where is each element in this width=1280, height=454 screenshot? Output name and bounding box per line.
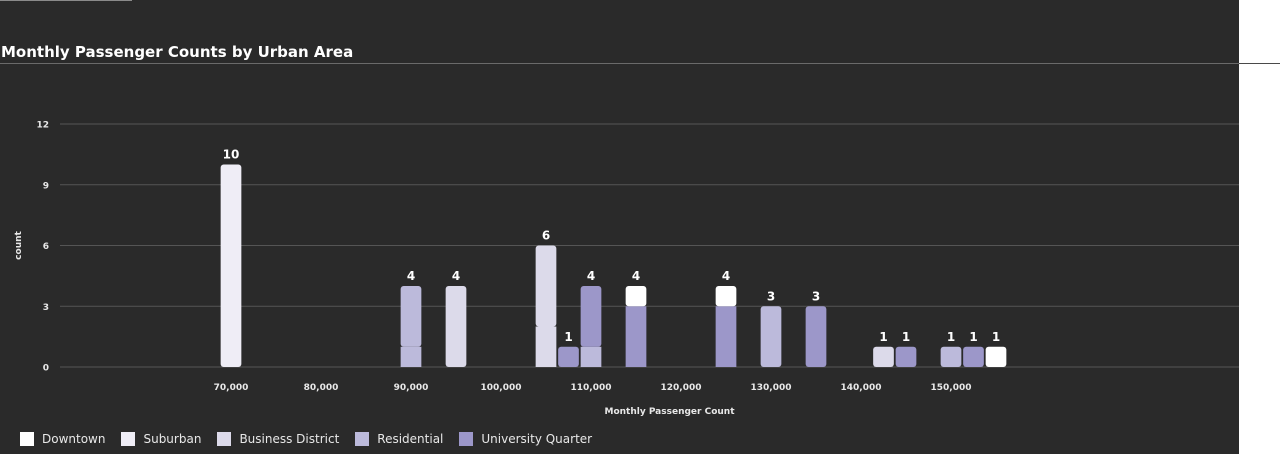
bar-total-label: 3	[767, 289, 775, 303]
y-tick-label: 3	[43, 303, 49, 313]
legend-item[interactable]: Suburban	[121, 432, 201, 446]
bar-total-label: 4	[632, 269, 640, 283]
bar-total-label: 3	[812, 289, 820, 303]
x-tick-label: 110,000	[571, 383, 612, 393]
bar-segment	[580, 286, 602, 347]
bar-segment	[535, 326, 557, 367]
bar-segment	[805, 306, 827, 367]
bar-segment	[445, 286, 467, 367]
x-tick-label: 120,000	[661, 383, 702, 393]
legend-swatch	[20, 432, 34, 446]
bar-total-label: 4	[407, 269, 415, 283]
outer-divider	[1239, 63, 1280, 64]
bar-segment	[558, 346, 579, 367]
bar-segment	[760, 306, 782, 367]
legend-label: Downtown	[42, 432, 106, 446]
y-tick-label: 9	[43, 181, 49, 191]
bar-segment	[895, 346, 917, 367]
bar-segment	[400, 346, 422, 367]
legend-label: Suburban	[143, 432, 202, 446]
y-axis-label: count	[14, 230, 24, 259]
legend-item[interactable]: Residential	[355, 432, 443, 446]
x-tick-label: 100,000	[481, 383, 522, 393]
bar-segment	[940, 346, 962, 367]
bar-total-label: 10	[223, 148, 240, 162]
bar-segment	[220, 164, 242, 367]
legend-label: Business District	[239, 432, 340, 446]
bar-segment	[963, 346, 984, 367]
bar-total-label: 1	[879, 330, 887, 344]
chart-legend: Downtown Suburban Business District Residen…	[20, 430, 592, 448]
bar-total-label: 1	[902, 330, 910, 344]
bar-total-label: 4	[722, 269, 730, 283]
title-divider	[0, 63, 1239, 64]
bar-segment	[715, 286, 737, 307]
y-tick-label: 0	[43, 364, 49, 374]
legend-swatch	[121, 432, 136, 446]
chart-panel	[0, 0, 1239, 454]
x-tick-label: 70,000	[214, 383, 249, 393]
bar-segment	[873, 346, 894, 367]
bar-segment	[400, 286, 422, 347]
x-tick-label: 140,000	[841, 383, 882, 393]
legend-item[interactable]: Downtown	[20, 432, 105, 446]
x-tick-label: 80,000	[304, 383, 339, 393]
bar-total-label: 4	[587, 269, 595, 283]
bar-segment	[625, 306, 647, 367]
x-tick-label: 90,000	[394, 383, 429, 393]
x-tick-label: 150,000	[931, 383, 972, 393]
bar-segment	[715, 306, 737, 367]
legend-label: Residential	[377, 432, 444, 446]
y-tick-label: 6	[43, 242, 49, 252]
bar-segment	[985, 346, 1007, 367]
bar-segment	[625, 286, 647, 307]
legend-item[interactable]: Business District	[217, 432, 339, 446]
bar-total-label: 4	[452, 269, 460, 283]
top-tab-indicator	[0, 0, 132, 1]
legend-item[interactable]: University Quarter	[459, 432, 592, 446]
x-axis-label: Monthly Passenger Count	[604, 407, 735, 417]
bar-total-label: 1	[992, 330, 1000, 344]
y-tick-label: 12	[36, 121, 49, 131]
bar-segment	[535, 245, 557, 327]
bar-total-label: 6	[542, 229, 550, 243]
bar-segment	[580, 346, 602, 367]
legend-swatch	[355, 432, 370, 446]
x-tick-label: 130,000	[751, 383, 792, 393]
bar-total-label: 1	[564, 330, 572, 344]
bar-total-label: 1	[947, 330, 955, 344]
legend-swatch	[217, 432, 232, 446]
chart-title: Monthly Passenger Counts by Urban Area	[1, 43, 354, 61]
legend-swatch	[459, 432, 474, 446]
bar-total-label: 1	[969, 330, 977, 344]
legend-label: University Quarter	[481, 432, 593, 446]
